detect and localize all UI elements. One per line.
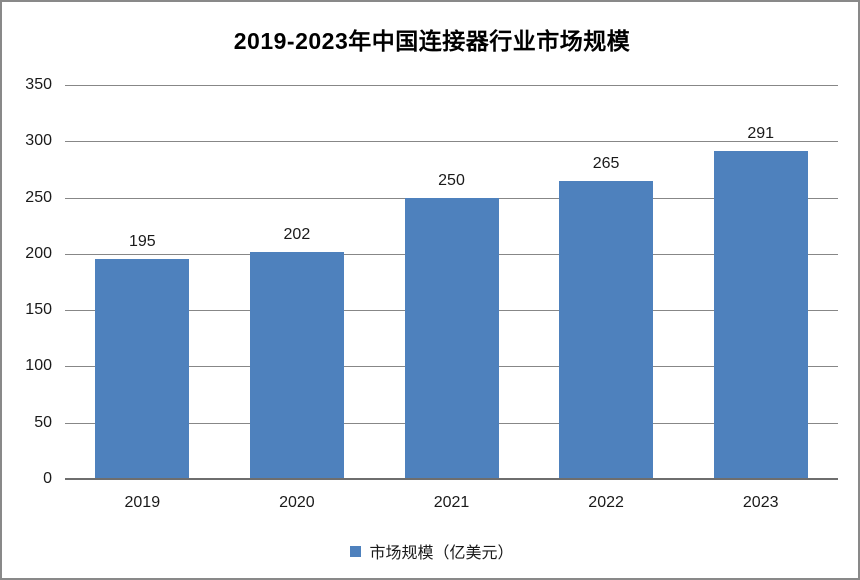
bar-2022 — [559, 180, 654, 478]
bar-value-label: 265 — [592, 154, 620, 172]
y-axis-tick-label: 150 — [25, 301, 52, 319]
y-axis-tick-label: 50 — [34, 413, 52, 431]
bar-value-label: 202 — [283, 225, 311, 243]
y-axis-tick-label: 350 — [25, 76, 52, 93]
x-axis-tick-label: 2021 — [433, 494, 470, 511]
x-axis-tick-label: 2019 — [124, 494, 161, 511]
x-axis-tick-label: 2022 — [588, 494, 624, 511]
legend-square-marker-icon — [350, 545, 362, 557]
bar-value-label: 195 — [128, 233, 156, 251]
bar-value-label: 250 — [438, 171, 465, 189]
bar-2021 — [404, 197, 499, 478]
y-axis-tick-label: 250 — [25, 188, 52, 206]
x-axis-tick-label: 2020 — [279, 494, 315, 511]
bar-2019 — [95, 259, 190, 478]
gridline — [65, 85, 838, 86]
y-axis-tick-label: 0 — [43, 470, 52, 487]
bar-2020 — [249, 251, 344, 478]
y-axis-tick-label: 300 — [25, 132, 52, 150]
bar-value-label: 291 — [747, 125, 775, 143]
legend-label: 市场规模（亿美元） — [369, 545, 514, 562]
chart-title: 2019-2023年中国连接器行业市场规模 — [233, 28, 631, 54]
x-axis-tick-label: 2023 — [742, 494, 779, 511]
legend: 市场规模（亿美元） — [2, 539, 858, 563]
gridline — [65, 141, 838, 143]
bar-2023 — [713, 151, 808, 478]
x-axis-line — [65, 478, 838, 480]
y-axis-tick-label: 200 — [25, 244, 52, 262]
y-axis-tick-label: 100 — [25, 357, 52, 375]
